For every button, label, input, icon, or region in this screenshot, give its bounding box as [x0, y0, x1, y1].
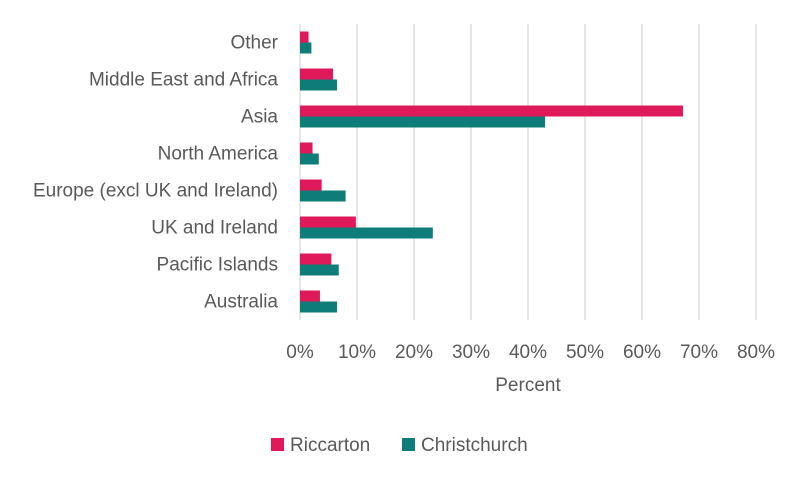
x-tick-label-40: 40% [509, 342, 547, 363]
category-label: Other [230, 33, 278, 54]
bar-christchurch-1 [300, 79, 338, 91]
category-label: North America [158, 144, 279, 165]
x-tick-label-70: 70% [680, 342, 718, 363]
bar-riccarton-5 [300, 216, 356, 228]
category-label: Middle East and Africa [89, 70, 278, 91]
x-axis-title: Percent [495, 375, 561, 396]
bar-christchurch-0 [300, 42, 312, 54]
bar-riccarton-3 [300, 142, 313, 154]
legend-swatch-christchurch [402, 438, 415, 451]
x-tick-label-10: 10% [338, 342, 376, 363]
bar-christchurch-5 [300, 227, 433, 239]
x-tick-label-30: 30% [452, 342, 490, 363]
x-tick-label-20: 20% [395, 342, 433, 363]
legend-label-christchurch: Christchurch [421, 435, 528, 456]
bar-riccarton-1 [300, 68, 334, 80]
legend-label-riccarton: Riccarton [290, 435, 370, 456]
category-label: Pacific Islands [157, 255, 278, 276]
bar-christchurch-7 [300, 301, 338, 313]
bars [300, 31, 684, 313]
bar-riccarton-2 [300, 105, 684, 117]
legend: Riccarton Christchurch [271, 435, 528, 456]
bar-riccarton-7 [300, 290, 320, 302]
bar-christchurch-2 [300, 116, 546, 128]
bar-riccarton-4 [300, 179, 322, 191]
bar-riccarton-6 [300, 253, 332, 265]
bar-christchurch-4 [300, 190, 346, 202]
category-label: UK and Ireland [151, 218, 278, 239]
bar-christchurch-3 [300, 153, 319, 165]
x-tick-label-60: 60% [623, 342, 661, 363]
category-label: Asia [241, 107, 278, 128]
bar-christchurch-6 [300, 264, 339, 276]
legend-swatch-riccarton [271, 438, 284, 451]
gridlines [299, 24, 757, 320]
x-tick-label-80: 80% [737, 342, 775, 363]
x-tick-labels: 0% 10% 20% 30% 40% 50% 60% 70% 80% [286, 342, 775, 363]
x-tick-label-0: 0% [286, 342, 314, 363]
category-labels: Other Middle East and Africa Asia North Ame… [33, 33, 279, 313]
category-label: Europe (excl UK and Ireland) [33, 181, 278, 202]
category-label: Australia [204, 292, 278, 313]
x-tick-label-50: 50% [566, 342, 604, 363]
bar-riccarton-0 [300, 31, 309, 43]
